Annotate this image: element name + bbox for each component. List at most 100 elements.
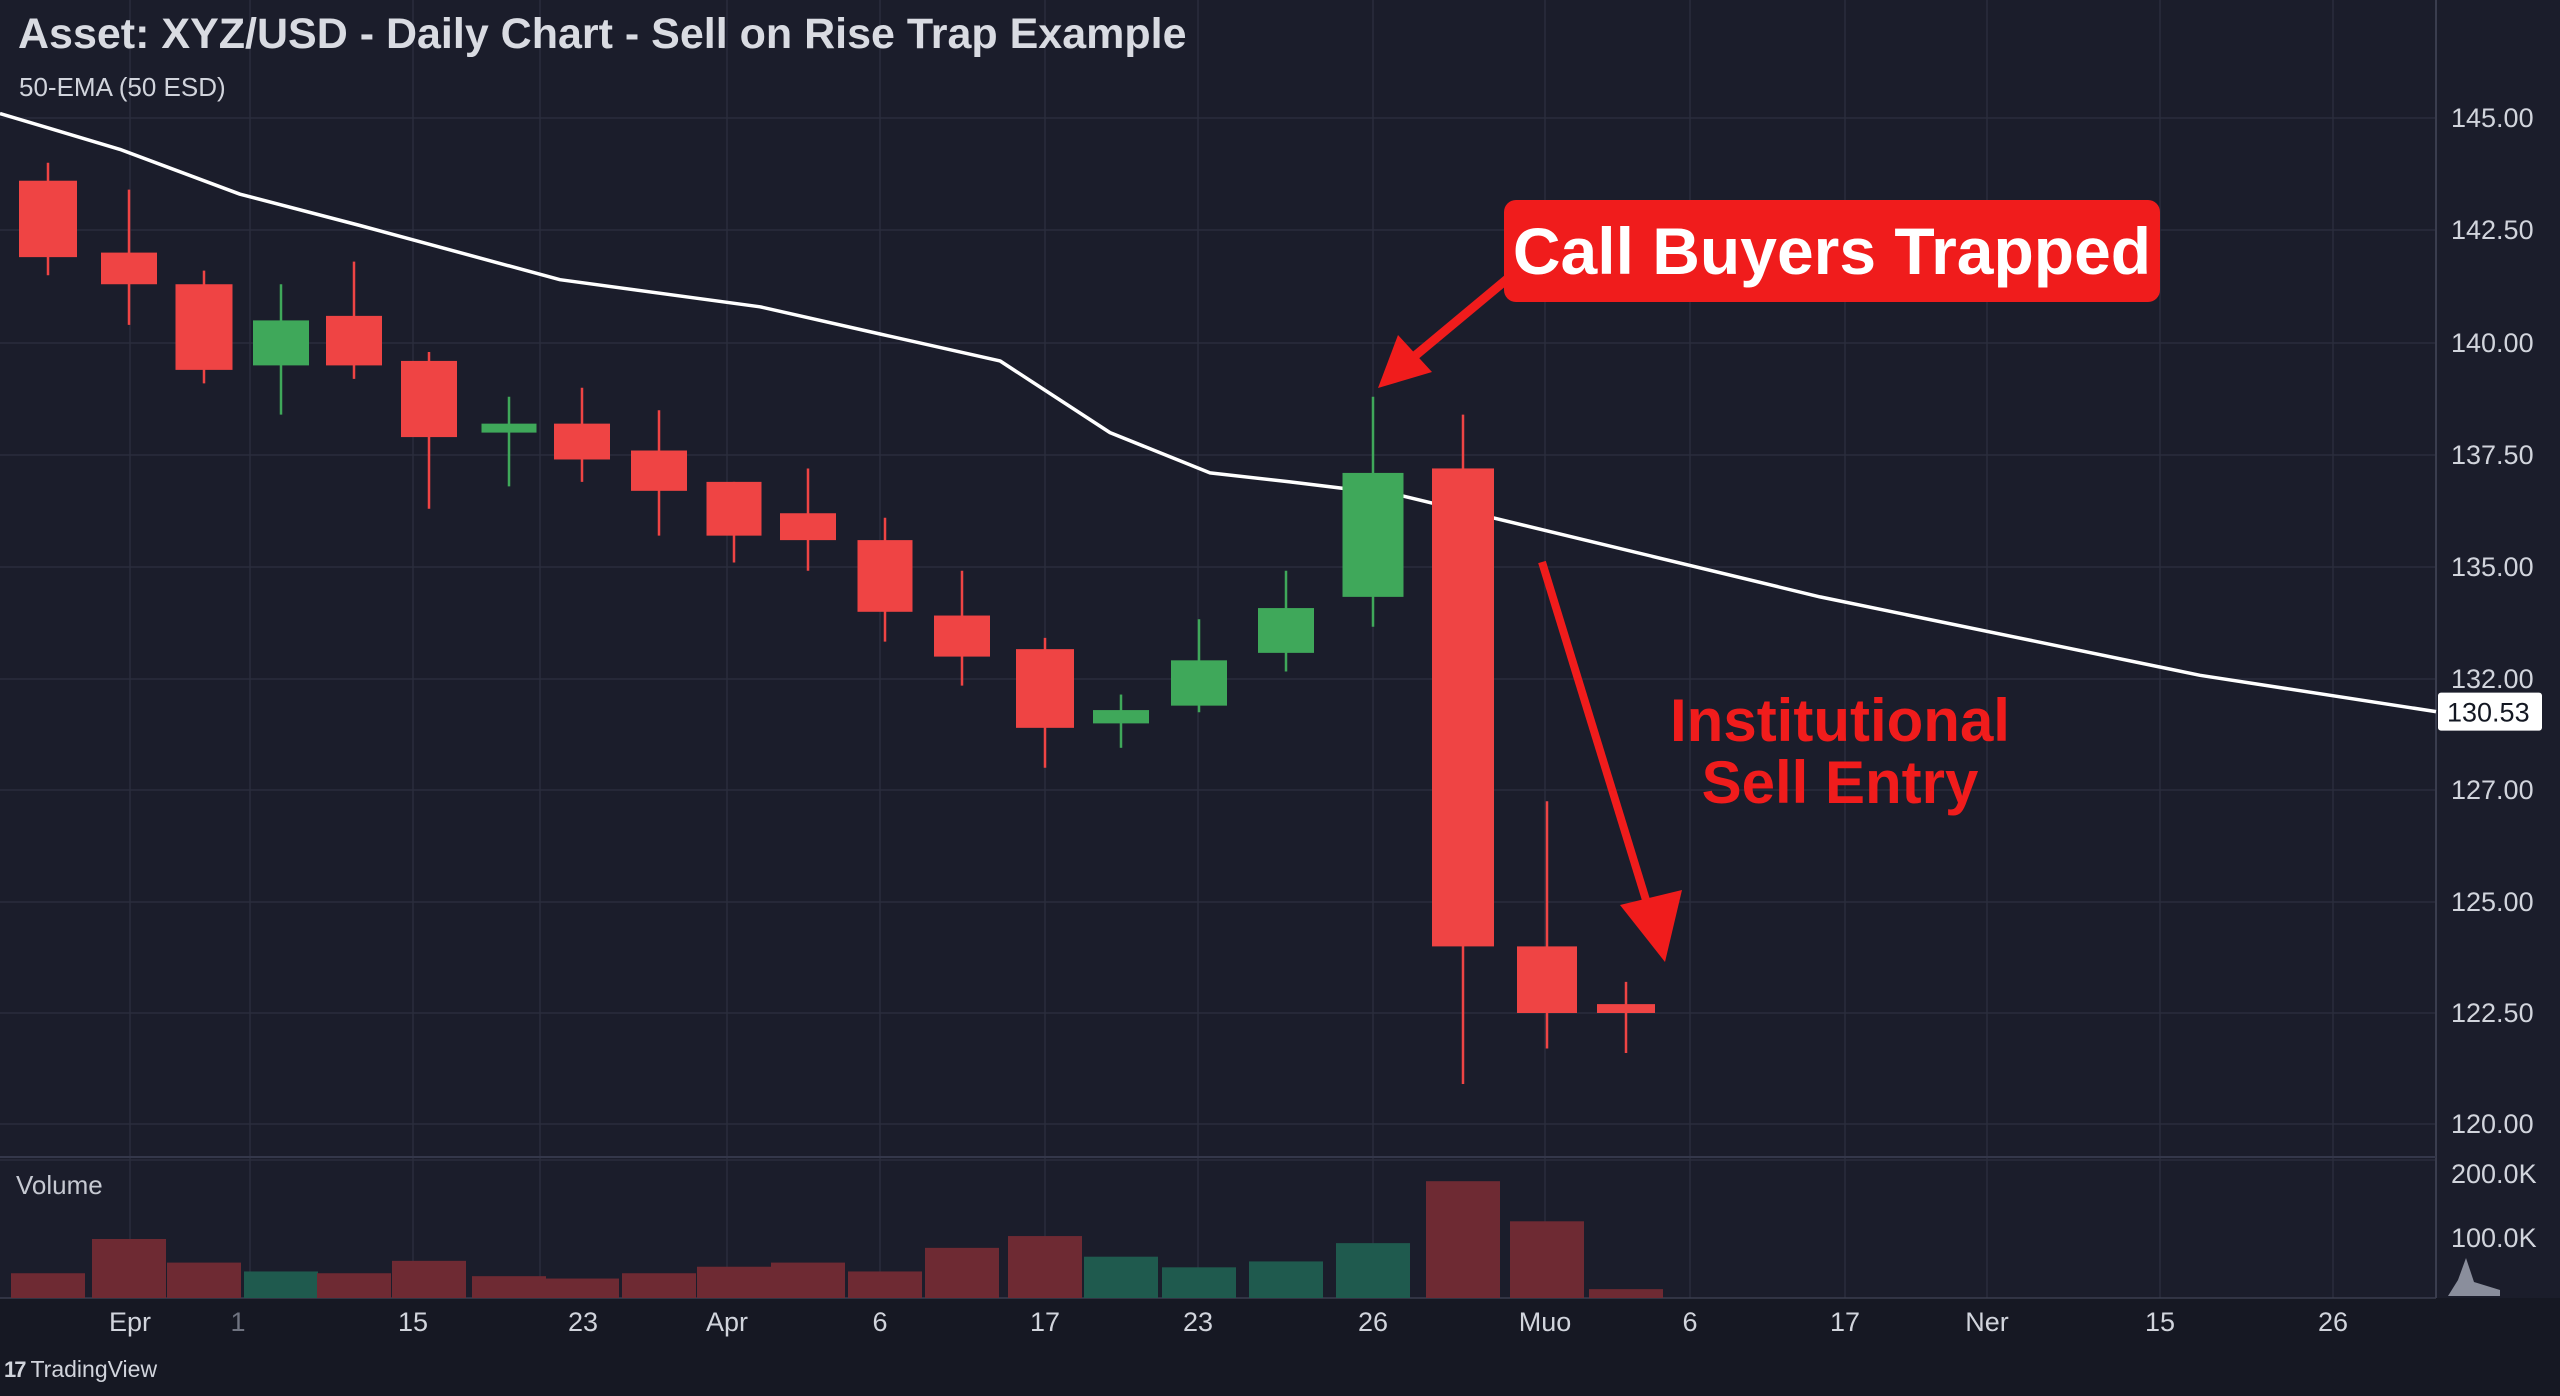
price-tick-5: 132.00 [2451, 664, 2534, 694]
candle-body-8 [631, 450, 687, 491]
sell-entry-arrow-head [1620, 890, 1682, 962]
candle-body-0 [19, 180, 77, 258]
candle-14 [1093, 694, 1149, 748]
volume-bar-7 [545, 1278, 619, 1298]
candle-10 [780, 468, 836, 571]
price-tick-6: 127.00 [2451, 775, 2534, 805]
candle-body-4 [326, 315, 382, 366]
candle-17 [1342, 396, 1404, 627]
entry-label-line2: Sell Entry [1701, 749, 1979, 816]
institutional-sell-entry-label: Institutional Sell Entry [1590, 690, 2090, 814]
indicator-label[interactable]: 50-EMA (50 ESD) [19, 72, 226, 102]
axes-layer: 145.00 142.50 140.00 137.50 135.00 132.00 127.… [109, 103, 2542, 1337]
price-tick-1: 142.50 [2451, 215, 2534, 245]
volume-bar-15 [1162, 1267, 1236, 1298]
price-tick-7: 125.00 [2451, 887, 2534, 917]
candle-body-10 [780, 513, 836, 541]
candle-body-14 [1093, 710, 1149, 724]
candle-8 [631, 410, 687, 536]
candle-body-13 [1016, 649, 1074, 728]
candle-body-6 [481, 423, 537, 433]
candle-body-2 [175, 284, 233, 370]
entry-label-line1: Institutional [1670, 687, 2010, 754]
price-tick-0: 145.00 [2451, 103, 2534, 133]
volume-bar-18 [1426, 1181, 1500, 1298]
volume-bar-16 [1249, 1261, 1323, 1298]
candle-19 [1517, 801, 1577, 1049]
ema-layer [0, 111, 2437, 714]
time-tick-8: 26 [1358, 1307, 1388, 1337]
volume-bar-5 [392, 1260, 466, 1298]
candle-9 [706, 481, 762, 563]
candle-3 [253, 284, 309, 415]
price-tick-8: 122.50 [2451, 998, 2534, 1028]
candle-13 [1016, 637, 1074, 768]
volume-tick-0: 200.0K [2451, 1159, 2537, 1189]
volume-bar-14 [1084, 1256, 1158, 1298]
time-tick-6: 17 [1030, 1307, 1060, 1337]
tradingview-brand[interactable]: 17 TradingView [4, 1356, 157, 1383]
chart-title: Asset: XYZ/USD - Daily Chart - Sell on R… [18, 10, 1187, 58]
candle-0 [19, 162, 77, 276]
candle-body-16 [1258, 608, 1314, 653]
time-tick-13: 15 [2145, 1307, 2175, 1337]
time-tick-10: 6 [1682, 1307, 1697, 1337]
volume-bar-6 [472, 1276, 546, 1298]
volume-bar-10 [771, 1262, 845, 1298]
callout-text: Call Buyers Trapped [1512, 214, 2152, 288]
candle-20 [1597, 981, 1655, 1053]
brand-name: TradingView [30, 1356, 158, 1382]
candle-body-18 [1432, 468, 1494, 947]
volume-bar-19 [1510, 1221, 1584, 1298]
volume-bar-11 [848, 1271, 922, 1298]
candle-body-19 [1517, 946, 1577, 1013]
callout-arrow-shaft [1407, 271, 1515, 364]
volume-bar-0 [11, 1273, 85, 1298]
candle-body-5 [401, 360, 457, 438]
candle-body-1 [101, 252, 157, 285]
candle-body-3 [253, 320, 309, 366]
volume-bar-3 [244, 1271, 318, 1298]
sell-entry-arrow-shaft [1538, 560, 1650, 902]
candle-body-12 [934, 615, 990, 657]
candle-6 [481, 396, 537, 487]
callout-arrow-head [1378, 335, 1432, 388]
annotation-arrows [1378, 271, 1682, 962]
candle-16 [1258, 570, 1314, 672]
current-price-value: 130.53 [2447, 698, 2530, 728]
price-tick-3: 137.50 [2451, 440, 2534, 470]
time-tick-1: 1 [230, 1307, 245, 1337]
time-tick-11: 17 [1830, 1307, 1860, 1337]
tradingview-logo-icon: 17 [4, 1356, 27, 1382]
time-tick-14: 26 [2318, 1307, 2348, 1337]
time-tick-2: 15 [398, 1307, 428, 1337]
candle-15 [1171, 619, 1227, 713]
current-price-tag [2438, 692, 2542, 731]
price-tick-2: 140.00 [2451, 328, 2534, 358]
time-tick-5: 6 [872, 1307, 887, 1337]
volume-bar-2 [167, 1262, 241, 1298]
volume-bar-9 [697, 1266, 771, 1298]
volume-bar-4 [317, 1273, 391, 1298]
time-tick-12: Ner [1965, 1307, 2009, 1337]
candle-body-15 [1171, 660, 1227, 706]
ema-50-line [0, 111, 2437, 714]
volume-bar-20 [1589, 1289, 1663, 1298]
candle-4 [326, 261, 382, 379]
price-tick-9: 120.00 [2451, 1109, 2534, 1139]
time-tick-0: Epr [109, 1307, 151, 1337]
volume-bar-12 [925, 1247, 999, 1298]
bottom-bar [0, 1298, 2560, 1396]
volume-axis-marker [2448, 1258, 2500, 1296]
candle-18 [1432, 414, 1494, 1085]
candle-body-9 [706, 481, 762, 536]
volume-bar-1 [92, 1239, 166, 1298]
volume-bar-13 [1008, 1236, 1082, 1298]
candle-body-20 [1597, 1004, 1655, 1013]
time-tick-4: Apr [706, 1307, 748, 1337]
price-tick-4: 135.00 [2451, 552, 2534, 582]
candle-7 [554, 387, 610, 482]
candle-11 [857, 517, 913, 642]
